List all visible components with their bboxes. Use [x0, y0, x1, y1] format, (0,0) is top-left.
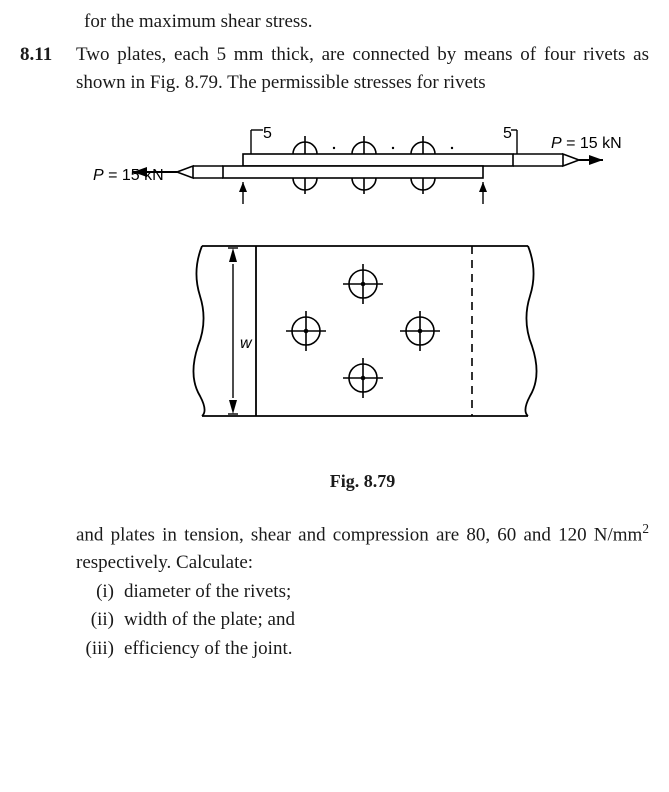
sub-text-2: width of the plate; and [124, 606, 295, 635]
label-w: w [240, 335, 253, 352]
problem-text-part2: and plates in tension, shear and compres… [76, 519, 649, 578]
label-P-left: P = 15 kN [93, 167, 164, 184]
label-5-left: 5 [263, 125, 272, 142]
figure-caption: Fig. 8.79 [330, 468, 396, 495]
sub-num-1: (i) [76, 578, 124, 607]
sub-item-3: (iii) efficiency of the joint. [76, 635, 649, 664]
sub-item-1: (i) diameter of the rivets; [76, 578, 649, 607]
sub-num-2: (ii) [76, 606, 124, 635]
sub-text-1: diameter of the rivets; [124, 578, 291, 607]
problem-header: 8.11 Two plates, each 5 mm thick, are co… [20, 41, 649, 98]
problem-text-part1: Two plates, each 5 mm thick, are connect… [76, 41, 649, 98]
label-5-right: 5 [503, 125, 512, 142]
label-P-right: P = 15 kN [551, 135, 622, 152]
sub-text-3: efficiency of the joint. [124, 635, 292, 664]
sub-item-2: (ii) width of the plate; and [76, 606, 649, 635]
sub-num-3: (iii) [76, 635, 124, 664]
figure-container: 5 5 [76, 116, 649, 513]
problem-number: 8.11 [20, 41, 76, 70]
figure-svg: 5 5 [93, 116, 633, 456]
partial-prev-line: for the maximum shear stress. [84, 8, 649, 37]
